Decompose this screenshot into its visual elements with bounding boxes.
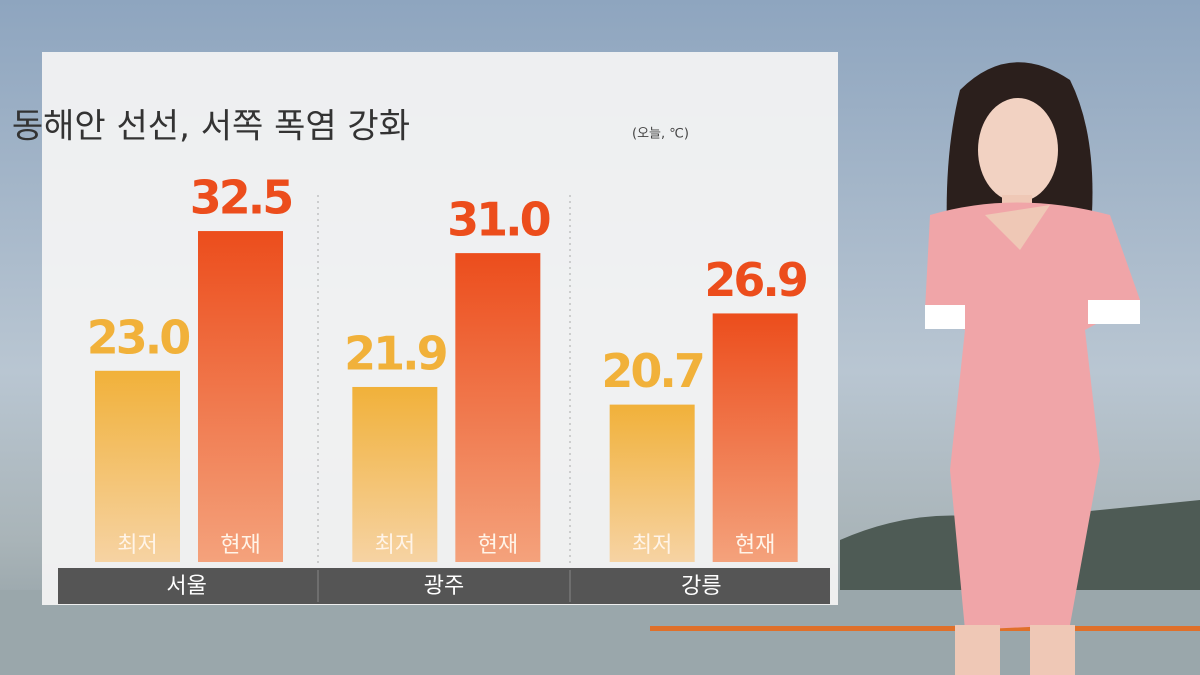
- city-bar: [58, 568, 830, 604]
- series-label: 현재: [220, 533, 260, 558]
- bar: [95, 370, 180, 562]
- x-tick-label: 서울: [166, 574, 206, 599]
- bar: [198, 231, 283, 562]
- data-label: 20.7: [601, 344, 703, 398]
- data-label: 23.0: [87, 310, 189, 364]
- series-label: 최저: [632, 533, 672, 558]
- series-label: 최저: [117, 533, 157, 558]
- chart-title: 동해안 선선, 서쪽 폭염 강화: [12, 107, 410, 147]
- data-label: 31.0: [447, 193, 549, 247]
- series-label: 현재: [735, 533, 775, 558]
- data-label: 26.9: [704, 253, 806, 307]
- x-tick-label: 강릉: [681, 574, 721, 599]
- x-tick-label: 광주: [424, 574, 464, 599]
- bar: [352, 386, 438, 562]
- series-label: 최저: [375, 533, 415, 558]
- series-label: 현재: [478, 533, 518, 558]
- presenter: [925, 62, 1140, 675]
- data-label: 21.9: [344, 326, 446, 380]
- data-label: 32.5: [190, 171, 292, 225]
- bar: [609, 404, 695, 562]
- bar: [712, 313, 798, 562]
- buoys: [650, 626, 1200, 631]
- chart-subtitle: (오늘, ℃): [632, 127, 689, 142]
- bar: [455, 253, 541, 562]
